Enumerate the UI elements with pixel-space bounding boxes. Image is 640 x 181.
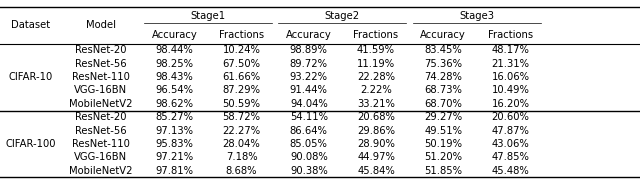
Text: 75.36%: 75.36%: [424, 59, 462, 69]
Text: 47.85%: 47.85%: [492, 152, 529, 162]
Text: 90.38%: 90.38%: [290, 166, 328, 176]
Text: ResNet-110: ResNet-110: [72, 139, 130, 149]
Text: Stage1: Stage1: [191, 11, 225, 21]
Text: 45.48%: 45.48%: [492, 166, 529, 176]
Text: 68.70%: 68.70%: [424, 99, 462, 109]
Text: 89.72%: 89.72%: [290, 59, 328, 69]
Text: Model: Model: [86, 20, 116, 30]
Text: 51.85%: 51.85%: [424, 166, 462, 176]
Text: 7.18%: 7.18%: [226, 152, 257, 162]
Text: 20.68%: 20.68%: [357, 112, 395, 122]
Text: 21.31%: 21.31%: [492, 59, 529, 69]
Text: Fractions: Fractions: [219, 30, 264, 40]
Text: 61.66%: 61.66%: [223, 72, 260, 82]
Text: ResNet-20: ResNet-20: [75, 45, 127, 55]
Text: 45.84%: 45.84%: [357, 166, 395, 176]
Text: 74.28%: 74.28%: [424, 72, 462, 82]
Text: 41.59%: 41.59%: [357, 45, 395, 55]
Text: MobileNetV2: MobileNetV2: [69, 99, 132, 109]
Text: 97.21%: 97.21%: [156, 152, 193, 162]
Text: Accuracy: Accuracy: [286, 30, 332, 40]
Text: Accuracy: Accuracy: [420, 30, 466, 40]
Text: 22.28%: 22.28%: [357, 72, 395, 82]
Text: 16.20%: 16.20%: [492, 99, 529, 109]
Text: 86.64%: 86.64%: [290, 126, 328, 136]
Text: VGG-16BN: VGG-16BN: [74, 152, 127, 162]
Text: 8.68%: 8.68%: [226, 166, 257, 176]
Text: 28.04%: 28.04%: [223, 139, 260, 149]
Text: CIFAR-10: CIFAR-10: [8, 72, 52, 82]
Text: 16.06%: 16.06%: [492, 72, 529, 82]
Text: Stage2: Stage2: [325, 11, 360, 21]
Text: ResNet-56: ResNet-56: [75, 59, 127, 69]
Text: 91.44%: 91.44%: [290, 85, 328, 96]
Text: 98.43%: 98.43%: [156, 72, 193, 82]
Text: Dataset: Dataset: [11, 20, 50, 30]
Text: 98.89%: 98.89%: [290, 45, 328, 55]
Text: Stage3: Stage3: [460, 11, 494, 21]
Text: 58.72%: 58.72%: [223, 112, 260, 122]
Text: Accuracy: Accuracy: [152, 30, 197, 40]
Text: 95.83%: 95.83%: [156, 139, 193, 149]
Text: 51.20%: 51.20%: [424, 152, 462, 162]
Text: 29.27%: 29.27%: [424, 112, 462, 122]
Text: 33.21%: 33.21%: [357, 99, 395, 109]
Text: 98.44%: 98.44%: [156, 45, 193, 55]
Text: 67.50%: 67.50%: [223, 59, 260, 69]
Text: 50.59%: 50.59%: [223, 99, 260, 109]
Text: 48.17%: 48.17%: [492, 45, 529, 55]
Text: 22.27%: 22.27%: [223, 126, 260, 136]
Text: 20.60%: 20.60%: [492, 112, 529, 122]
Text: 93.22%: 93.22%: [290, 72, 328, 82]
Text: 29.86%: 29.86%: [357, 126, 395, 136]
Text: Fractions: Fractions: [353, 30, 399, 40]
Text: 94.04%: 94.04%: [290, 99, 328, 109]
Text: 68.73%: 68.73%: [424, 85, 462, 96]
Text: 49.51%: 49.51%: [424, 126, 462, 136]
Text: 28.90%: 28.90%: [357, 139, 395, 149]
Text: MobileNetV2: MobileNetV2: [69, 166, 132, 176]
Text: 43.06%: 43.06%: [492, 139, 529, 149]
Text: 50.19%: 50.19%: [424, 139, 462, 149]
Text: 85.27%: 85.27%: [156, 112, 193, 122]
Text: 47.87%: 47.87%: [492, 126, 529, 136]
Text: CIFAR-100: CIFAR-100: [5, 139, 56, 149]
Text: 90.08%: 90.08%: [290, 152, 328, 162]
Text: 96.54%: 96.54%: [156, 85, 193, 96]
Text: 2.22%: 2.22%: [360, 85, 392, 96]
Text: 54.11%: 54.11%: [290, 112, 328, 122]
Text: Fractions: Fractions: [488, 30, 533, 40]
Text: 97.13%: 97.13%: [156, 126, 193, 136]
Text: 10.24%: 10.24%: [223, 45, 260, 55]
Text: 11.19%: 11.19%: [357, 59, 395, 69]
Text: 98.62%: 98.62%: [156, 99, 193, 109]
Text: 10.49%: 10.49%: [492, 85, 529, 96]
Text: 85.05%: 85.05%: [290, 139, 328, 149]
Text: 83.45%: 83.45%: [424, 45, 462, 55]
Text: ResNet-20: ResNet-20: [75, 112, 127, 122]
Text: ResNet-56: ResNet-56: [75, 126, 127, 136]
Text: 98.25%: 98.25%: [156, 59, 193, 69]
Text: ResNet-110: ResNet-110: [72, 72, 130, 82]
Text: 87.29%: 87.29%: [223, 85, 260, 96]
Text: 97.81%: 97.81%: [156, 166, 193, 176]
Text: VGG-16BN: VGG-16BN: [74, 85, 127, 96]
Text: 44.97%: 44.97%: [357, 152, 395, 162]
